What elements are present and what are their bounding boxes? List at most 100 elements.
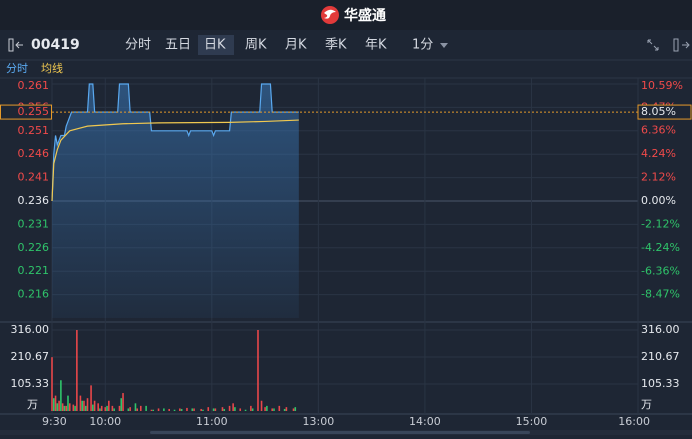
- volume-bar: [186, 407, 188, 411]
- volume-bar: [273, 408, 275, 411]
- x-tick-label: 16:00: [618, 415, 650, 428]
- volume-bar: [250, 405, 252, 411]
- volume-bar: [54, 395, 57, 411]
- tab[interactable]: 五日: [165, 38, 191, 53]
- volume-bar: [179, 408, 181, 411]
- volume-tick-label: 210.67: [641, 350, 680, 363]
- volume-bar: [173, 409, 176, 411]
- price-area: [52, 84, 299, 318]
- volume-bar: [191, 408, 194, 411]
- last-change-box: [637, 104, 692, 120]
- y-tick-label: 0.246: [18, 147, 50, 160]
- volume-bar: [63, 405, 66, 411]
- y2-tick-label: 10.59%: [641, 79, 683, 92]
- volume-bar: [266, 405, 268, 411]
- volume-bar: [72, 404, 75, 411]
- volume-bar: [81, 400, 83, 411]
- volume-tick-label: 105.33: [641, 377, 680, 390]
- x-tick-label: 11:00: [196, 415, 228, 428]
- volume-bar: [278, 405, 281, 411]
- volume-bar: [180, 408, 183, 411]
- volume-bar: [122, 393, 124, 411]
- volume-bar: [257, 330, 259, 411]
- tab[interactable]: 年K: [365, 38, 387, 53]
- volume-bar: [52, 398, 55, 411]
- volume-bar: [60, 380, 62, 411]
- volume-bar: [129, 407, 131, 411]
- legend-entry: 均线: [41, 61, 63, 75]
- volume-bar: [111, 405, 114, 411]
- y2-tick-label: 0.00%: [641, 194, 676, 207]
- x-tick-label: 9:30: [42, 415, 67, 428]
- volume-bar: [136, 408, 139, 411]
- volume-bar: [139, 405, 142, 411]
- volume-bar: [99, 408, 101, 411]
- volume-bar: [239, 408, 242, 411]
- volume-bar: [223, 408, 226, 411]
- volume-bar: [106, 405, 108, 411]
- volume-unit: 万: [641, 398, 652, 411]
- volume-bar: [157, 408, 160, 411]
- volume-bar: [264, 407, 266, 411]
- volume-bar: [145, 405, 147, 411]
- y2-tick-label: 2.12%: [641, 171, 676, 184]
- x-tick-label: 10:00: [89, 415, 121, 428]
- volume-bar: [83, 400, 85, 411]
- stock-code: 00419: [31, 37, 80, 53]
- volume-bar: [113, 408, 115, 411]
- volume-bar: [163, 408, 165, 411]
- volume-tick-label: 105.33: [11, 377, 50, 390]
- tab[interactable]: 分时: [125, 38, 151, 53]
- volume-bar: [120, 398, 123, 411]
- average-line: [51, 119, 299, 202]
- legend-entry: 分时: [6, 62, 28, 75]
- y2-tick-label: -2.12%: [641, 217, 680, 230]
- volume-bar: [97, 403, 99, 411]
- volume-bar: [260, 400, 263, 411]
- volume-bar: [56, 403, 59, 411]
- y2-tick-label: 4.24%: [641, 147, 676, 160]
- dropdown-arrow[interactable]: [440, 43, 448, 48]
- x-tick-label: 15:00: [516, 415, 548, 428]
- volume-bar: [67, 395, 69, 411]
- volume-bar: [285, 407, 288, 411]
- interval-select[interactable]: 1分: [412, 38, 433, 53]
- brand-logo: [321, 6, 339, 24]
- volume-bar: [58, 400, 60, 411]
- volume-bar: [214, 408, 217, 411]
- toolbar: [0, 30, 692, 60]
- volume-tick-label: 210.67: [11, 350, 50, 363]
- expand-icon[interactable]: [647, 38, 690, 52]
- volume-bar: [228, 405, 231, 411]
- volume-bar: [294, 407, 297, 411]
- volume-bar: [86, 398, 89, 411]
- volume-bar: [150, 409, 153, 411]
- volume-unit: 万: [27, 398, 38, 411]
- y-tick-label: 0.251: [18, 124, 50, 137]
- last-price-box: [0, 104, 52, 120]
- volume-bar: [232, 403, 234, 411]
- y2-tick-label: -6.36%: [641, 264, 680, 277]
- last-change-label: 8.05%: [641, 105, 676, 118]
- volume-bar: [65, 405, 68, 411]
- y2-tick-label: -8.47%: [641, 288, 680, 301]
- volume-bar: [118, 405, 121, 411]
- volume-bar: [104, 407, 107, 411]
- tab[interactable]: 日K: [204, 38, 226, 53]
- tab[interactable]: 周K: [245, 38, 267, 53]
- tab[interactable]: 季K: [325, 38, 347, 53]
- scrollbar-thumb[interactable]: [150, 431, 530, 434]
- volume-bar: [61, 403, 64, 411]
- brand-name: 华盛通: [344, 7, 386, 24]
- volume-bar: [193, 408, 195, 411]
- volume-bar: [92, 404, 94, 411]
- y-tick-label: 0.241: [18, 171, 50, 184]
- volume-bar: [93, 400, 96, 411]
- volume-bar: [100, 405, 103, 411]
- volume-bar: [292, 408, 295, 411]
- volume-bar: [212, 408, 215, 411]
- tab[interactable]: 月K: [285, 38, 307, 53]
- back-icon[interactable]: [8, 38, 23, 52]
- volume-bar: [74, 405, 76, 411]
